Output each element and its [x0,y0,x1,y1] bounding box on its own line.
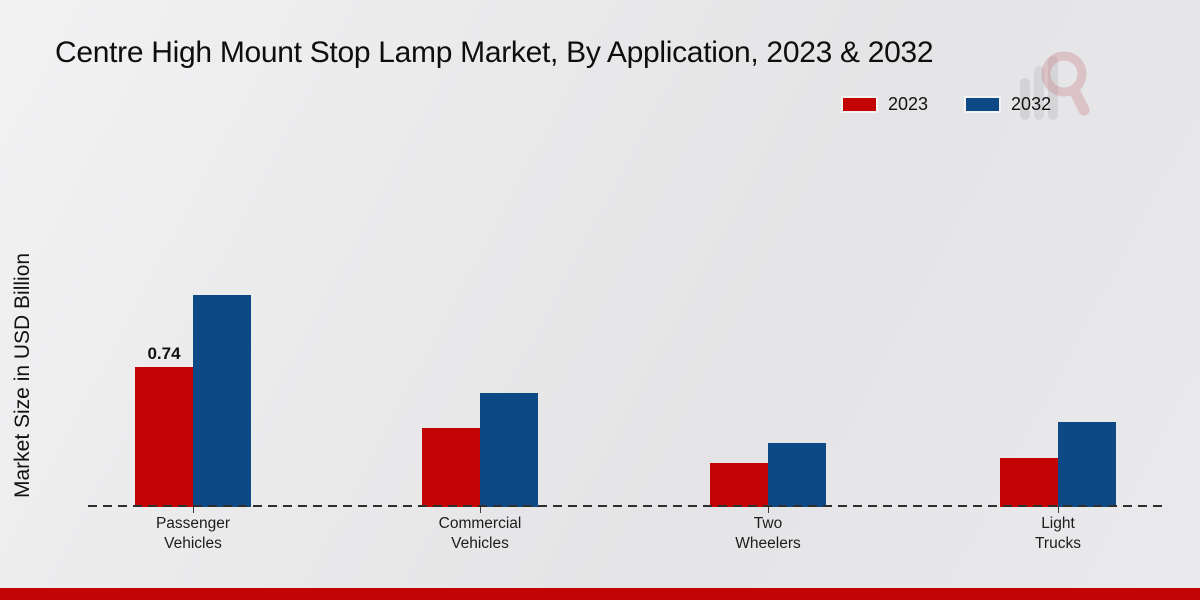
data-label-2023-passenger-vehicles: 0.74 [147,344,181,363]
bar-2032-commercial-vehicles [480,393,538,507]
brand-watermark-icon [1020,51,1090,120]
legend-swatch-2023 [843,98,876,111]
bar-2023-passenger-vehicles [135,367,193,507]
bar-2023-two-wheelers [710,463,768,507]
bar-2032-two-wheelers [768,443,826,507]
footer-accent-bar [0,588,1200,600]
x-tick-two-wheelers [768,507,769,513]
x-axis-baseline [88,505,1163,507]
category-label-two-wheelers: Two Wheelers [735,515,801,552]
legend-item-2023: 2023 [843,94,928,115]
legend-label-2023: 2023 [888,94,929,114]
category-label-passenger-vehicles: Passenger Vehicles [155,515,231,552]
bar-2032-passenger-vehicles [193,295,251,507]
x-tick-commercial-vehicles [480,507,481,513]
bar-2023-light-trucks [1000,458,1058,507]
bar-2023-commercial-vehicles [422,428,480,507]
category-label-light-trucks: Light Trucks [1035,515,1081,552]
legend-label-2032: 2032 [1011,94,1052,114]
x-tick-light-trucks [1058,507,1059,513]
legend: 2023 2032 [843,94,1051,115]
x-tick-passenger-vehicles [193,507,194,513]
category-label-commercial-vehicles: Commercial Vehicles [438,515,522,552]
bar-2032-light-trucks [1058,422,1116,507]
legend-item-2032: 2032 [966,94,1051,115]
legend-swatch-2032 [966,98,1000,111]
chart-title: Centre High Mount Stop Lamp Market, By A… [55,36,934,69]
